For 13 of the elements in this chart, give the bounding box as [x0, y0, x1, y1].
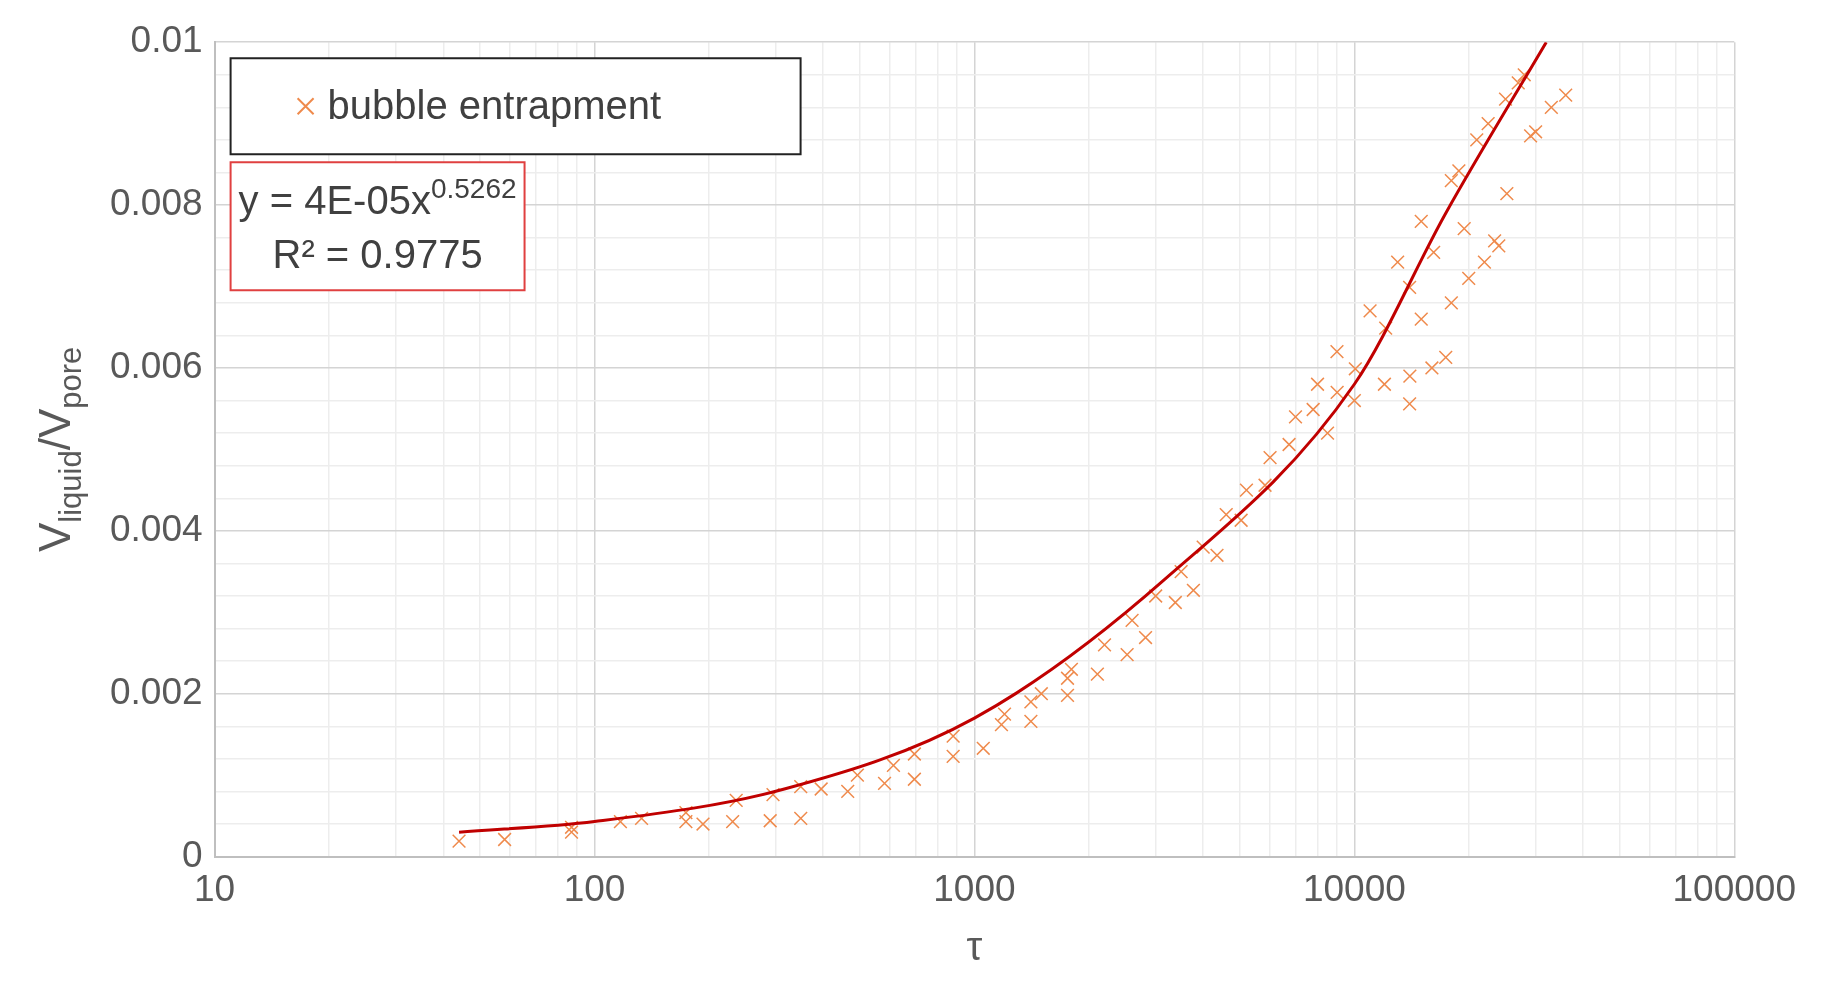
y-axis-title: Vliquid/Vpore — [30, 346, 88, 553]
x-axis-title: τ — [966, 924, 983, 969]
y-tick-label: 0.01 — [130, 19, 203, 61]
x-tick-label: 100000 — [1672, 868, 1796, 909]
x-tick-label: 10000 — [1302, 868, 1406, 909]
y-tick-label: 0.008 — [110, 182, 203, 224]
y-tick-label: 0.004 — [110, 508, 203, 550]
y-tick-label: 0.002 — [110, 670, 203, 712]
annotation: R² = 0.9775 — [272, 232, 483, 277]
y-tick-label: 0.006 — [110, 345, 203, 387]
legend-label: bubble entrapment — [327, 83, 662, 128]
x-tick-label: 1000 — [933, 868, 1016, 909]
x-tick-label: 100 — [563, 868, 626, 909]
